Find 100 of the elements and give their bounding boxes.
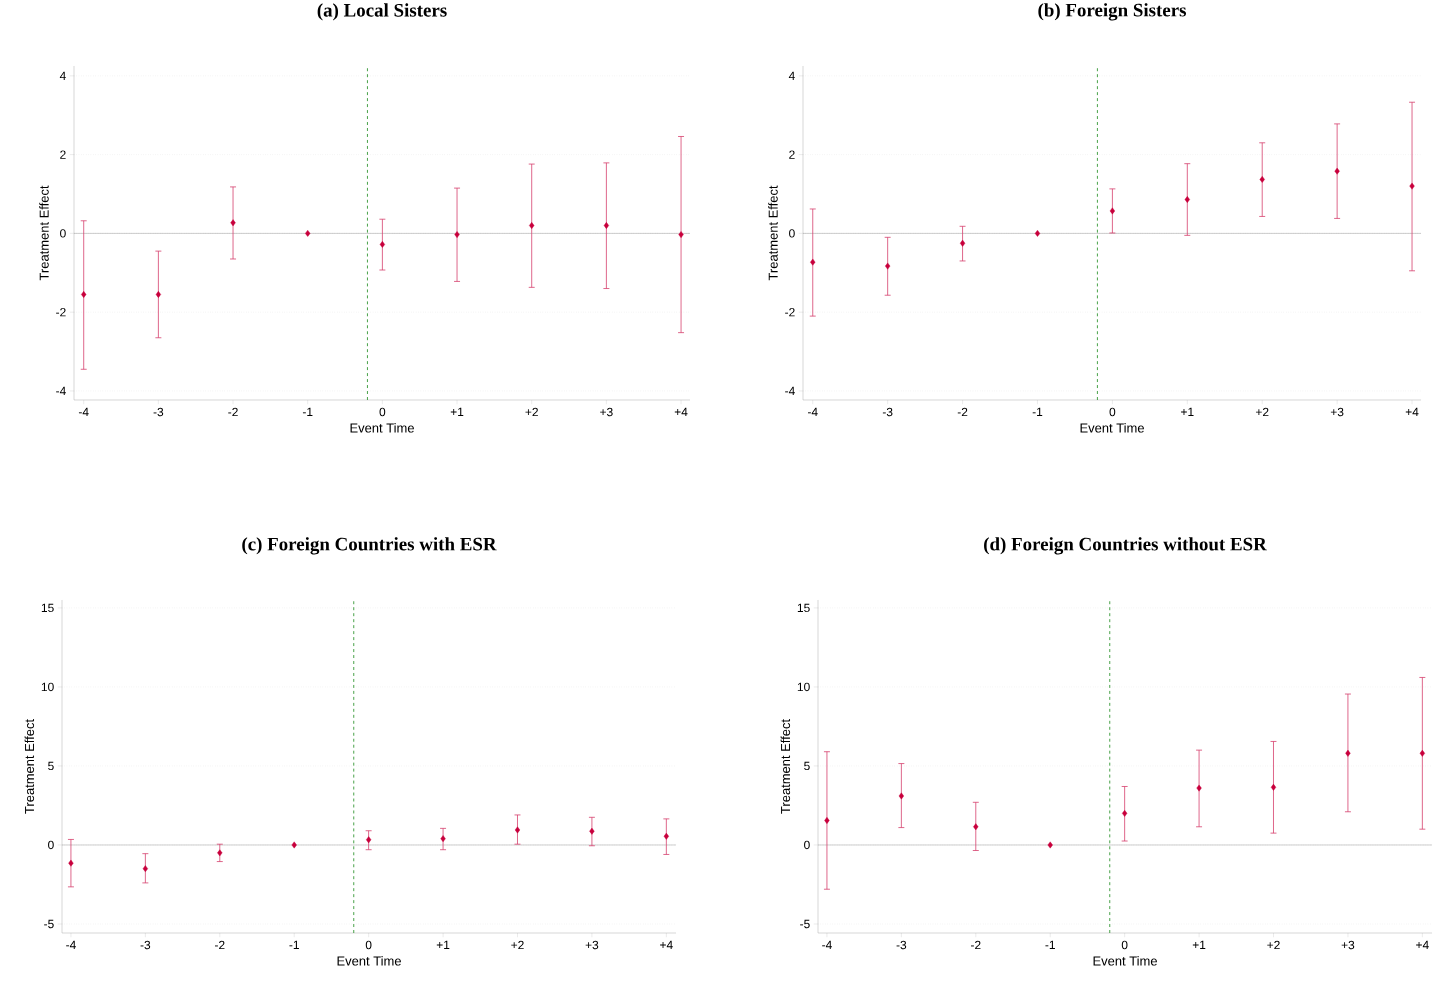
y-tick-label: 10 bbox=[41, 682, 54, 692]
point bbox=[1345, 749, 1351, 757]
point bbox=[1259, 176, 1265, 183]
point bbox=[1047, 841, 1053, 849]
y-tick-label: -2 bbox=[56, 307, 66, 317]
chart-title: (c) Foreign Countries with ESR bbox=[242, 537, 497, 555]
x-tick-label: +4 bbox=[660, 940, 673, 949]
y-tick-label: 15 bbox=[41, 603, 54, 613]
x-tick-label: +4 bbox=[1416, 940, 1429, 949]
point bbox=[217, 849, 223, 857]
point bbox=[589, 827, 595, 835]
point bbox=[1122, 809, 1128, 817]
x-tick-label: -2 bbox=[957, 407, 968, 417]
x-tick-label: +3 bbox=[600, 407, 613, 417]
x-tick-label: +1 bbox=[450, 407, 464, 416]
point bbox=[379, 241, 385, 248]
x-tick-label: +1 bbox=[1192, 940, 1206, 949]
y-tick-label: 2 bbox=[60, 150, 66, 159]
x-axis-title: Event Time bbox=[337, 956, 401, 966]
point bbox=[959, 239, 966, 247]
point bbox=[514, 826, 521, 834]
point bbox=[454, 231, 460, 238]
point bbox=[1409, 182, 1415, 190]
y-tick-label: 0 bbox=[789, 229, 795, 238]
point bbox=[68, 859, 74, 867]
x-tick-label: -2 bbox=[215, 940, 225, 950]
x-tick-label: +2 bbox=[525, 407, 538, 417]
x-tick-label: -1 bbox=[1045, 940, 1055, 949]
y-tick-label: 15 bbox=[797, 603, 810, 613]
point bbox=[824, 817, 830, 824]
point bbox=[1334, 167, 1340, 175]
x-tick-label: -3 bbox=[896, 940, 907, 950]
x-tick-label: +3 bbox=[585, 940, 599, 950]
x-tick-label: -4 bbox=[78, 407, 89, 416]
y-tick-label: 2 bbox=[789, 150, 795, 159]
point bbox=[155, 291, 161, 298]
point bbox=[973, 823, 979, 831]
point bbox=[663, 832, 669, 840]
x-tick-label: +3 bbox=[1341, 940, 1355, 950]
y-tick-label: -5 bbox=[800, 919, 810, 929]
x-tick-label: +2 bbox=[1255, 407, 1269, 417]
x-tick-label: 0 bbox=[379, 407, 386, 417]
x-tick-label: -4 bbox=[822, 940, 832, 949]
point bbox=[366, 836, 372, 844]
y-tick-label: 4 bbox=[788, 71, 795, 80]
point bbox=[81, 291, 87, 298]
chart-title: (d) Foreign Countries without ESR bbox=[984, 537, 1267, 555]
x-tick-label: +2 bbox=[1267, 940, 1280, 950]
point bbox=[678, 231, 684, 238]
point bbox=[291, 841, 297, 849]
point bbox=[1184, 196, 1190, 203]
y-tick-label: 0 bbox=[48, 840, 54, 850]
point bbox=[1034, 230, 1041, 237]
point bbox=[1196, 784, 1202, 792]
point bbox=[142, 865, 148, 873]
y-tick-label: 4 bbox=[59, 71, 66, 80]
y-tick-label: -4 bbox=[56, 386, 66, 396]
y-tick-label: 0 bbox=[60, 229, 66, 238]
chart-title: (a) Local Sisters bbox=[317, 3, 447, 21]
x-tick-label: -2 bbox=[228, 407, 238, 417]
x-tick-label: -3 bbox=[882, 407, 893, 417]
x-axis-title: Event Time bbox=[1093, 956, 1157, 966]
point bbox=[1109, 207, 1115, 215]
point bbox=[603, 222, 609, 229]
y-tick-label: -2 bbox=[785, 307, 795, 317]
y-tick-label: -4 bbox=[785, 386, 795, 396]
x-tick-label: -1 bbox=[1032, 407, 1043, 416]
point bbox=[885, 262, 891, 270]
x-tick-label: +1 bbox=[436, 940, 450, 949]
point bbox=[1419, 749, 1425, 757]
point bbox=[230, 219, 236, 227]
x-tick-label: +3 bbox=[1330, 407, 1344, 417]
point bbox=[1270, 783, 1277, 791]
x-tick-label: -3 bbox=[140, 940, 151, 950]
point bbox=[898, 792, 904, 800]
point bbox=[440, 835, 446, 843]
x-tick-label: -1 bbox=[302, 407, 313, 416]
x-tick-label: 0 bbox=[365, 940, 372, 950]
point bbox=[529, 222, 535, 229]
x-tick-label: -1 bbox=[289, 940, 299, 949]
point bbox=[305, 230, 311, 237]
y-axis-title: Treatment Effect bbox=[24, 719, 35, 814]
x-tick-label: -3 bbox=[153, 407, 164, 417]
x-axis-title: Event Time bbox=[1080, 423, 1144, 433]
y-axis-title: Treatment Effect bbox=[39, 185, 49, 281]
y-tick-label: -5 bbox=[44, 919, 54, 929]
x-tick-label: 0 bbox=[1121, 940, 1128, 950]
x-tick-label: -2 bbox=[971, 940, 981, 950]
x-tick-label: -4 bbox=[66, 940, 76, 949]
x-tick-label: +2 bbox=[511, 940, 524, 950]
x-tick-label: +4 bbox=[674, 407, 688, 416]
chart-title: (b) Foreign Sisters bbox=[1038, 3, 1187, 21]
y-axis-title: Treatment Effect bbox=[780, 719, 791, 814]
x-tick-label: 0 bbox=[1109, 407, 1116, 417]
x-tick-label: +4 bbox=[1405, 407, 1419, 416]
y-tick-label: 0 bbox=[804, 840, 810, 850]
x-tick-label: +1 bbox=[1181, 407, 1194, 416]
point bbox=[810, 258, 816, 266]
y-axis-title: Treatment Effect bbox=[768, 185, 778, 281]
y-tick-label: 5 bbox=[48, 761, 54, 771]
